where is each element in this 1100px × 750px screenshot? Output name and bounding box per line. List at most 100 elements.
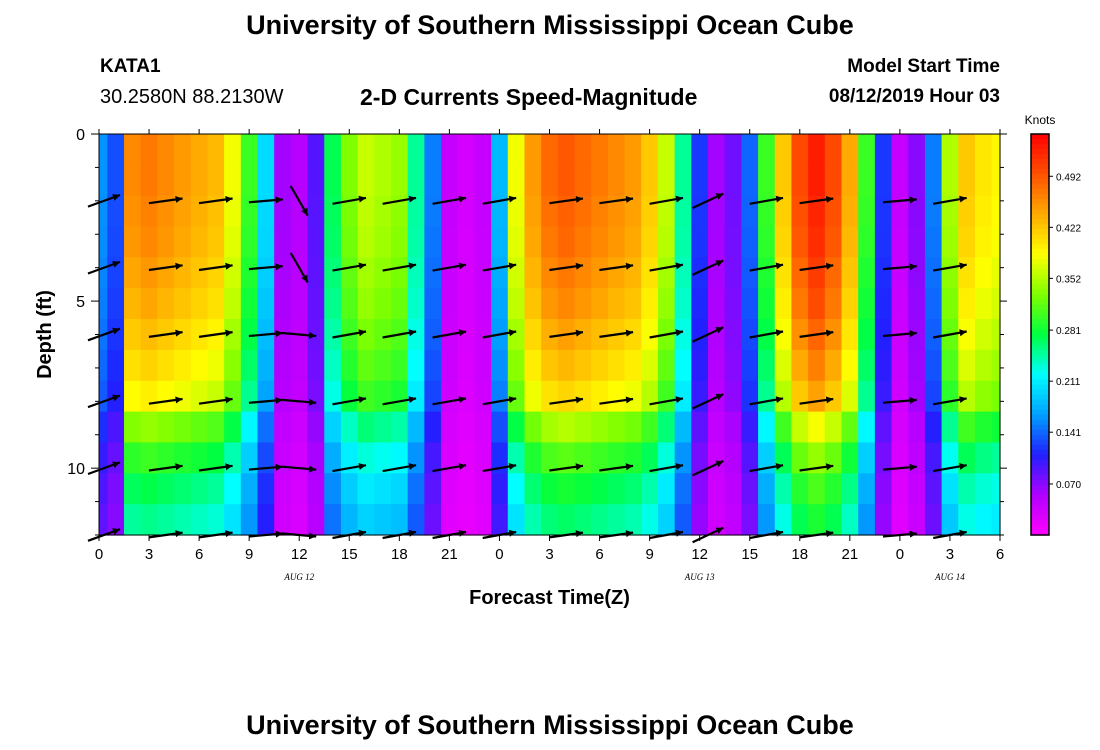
current-vector [148,329,183,338]
heat-cell [274,288,292,320]
heat-cell [357,134,375,166]
vector-head [909,397,917,404]
colorbar-segment [1031,509,1049,516]
heat-cell [607,473,626,505]
heat-cell [424,349,442,382]
heat-cell [274,257,292,289]
vector-head [675,262,683,270]
x-tick-label: 9 [645,546,653,563]
heat-cell [507,411,526,444]
heat-cell [507,257,526,289]
heat-cell [324,226,342,258]
x-tick-label: 6 [195,546,203,563]
heat-cell [858,257,876,289]
heat-cell [441,134,459,166]
heat-cell [874,349,893,382]
heat-cell [724,257,742,289]
heat-cell [541,504,559,536]
heat-cell [791,319,809,351]
heat-cell [591,134,609,166]
heat-cell [541,257,559,289]
heat-cell [841,504,859,536]
heat-cell [207,504,225,536]
vector-head [225,396,233,404]
heat-cell [124,164,142,197]
heat-cell [507,195,526,228]
current-vector [332,195,367,205]
heat-cell [240,411,259,444]
heat-cell [457,257,476,289]
heat-cell [874,380,893,413]
heat-cell [808,442,826,474]
vector-head [625,262,634,270]
colorbar-segment [1031,404,1049,411]
current-vector [599,196,634,205]
heat-cell [524,164,542,197]
current-vector [692,460,724,477]
current-vector [749,396,784,406]
vector-head [358,262,366,270]
heat-cell [390,226,409,258]
heat-cell [507,164,526,197]
heat-cell [858,288,876,320]
heat-cell [557,257,576,289]
heat-cell [841,134,859,166]
heat-cell [974,134,993,166]
heat-cell [324,195,342,228]
current-vector [799,262,834,272]
heat-cell [991,288,1001,320]
heat-cell [724,195,742,228]
current-vector [382,329,417,339]
heat-cell [974,226,993,258]
colorbar-segment [1031,419,1049,426]
heat-cell [357,473,375,505]
vector-head [358,463,366,470]
heat-cell [274,319,292,351]
heat-cell [974,380,993,413]
vector-head [625,396,634,404]
colorbar-segment [1031,499,1049,506]
heat-cell [908,411,926,444]
heat-cell [457,134,476,166]
x-tick-label: 3 [145,546,153,563]
vector-head [225,329,233,337]
heat-cell [224,195,242,228]
heat-cell [557,442,576,474]
heat-cell [457,504,476,536]
heat-cell [741,288,759,320]
heat-cell [657,134,676,166]
heat-cell [374,411,392,444]
heat-cell [858,349,876,382]
heat-cell [441,411,459,444]
heat-cell [340,380,359,413]
heat-cell [374,257,392,289]
heat-cell [424,226,442,258]
current-vector [382,396,417,406]
heat-cell [424,134,442,166]
current-vector [482,262,517,272]
colorbar-segment [1031,399,1049,406]
heat-cell [924,164,943,197]
colorbar-segment [1031,514,1049,521]
heat-cell [774,226,793,258]
heat-cell [524,195,542,228]
current-vector [432,329,467,339]
heat-cell [507,288,526,320]
current-vector [248,463,283,471]
heat-cell [257,504,275,536]
heatmap-cells [99,134,1001,536]
heat-cell [874,411,893,444]
heat-cell [357,257,375,289]
heat-cell [340,226,359,258]
heat-cell [657,164,676,197]
heat-cell [958,473,976,505]
heat-cell [924,473,943,505]
vector-head [225,262,233,270]
heat-cell [407,349,425,382]
heat-cell [207,164,225,197]
heat-cell [607,164,626,197]
heat-cell [157,134,175,166]
heat-cell [941,504,959,536]
colorbar-segment [1031,374,1049,381]
current-vector [549,196,584,205]
